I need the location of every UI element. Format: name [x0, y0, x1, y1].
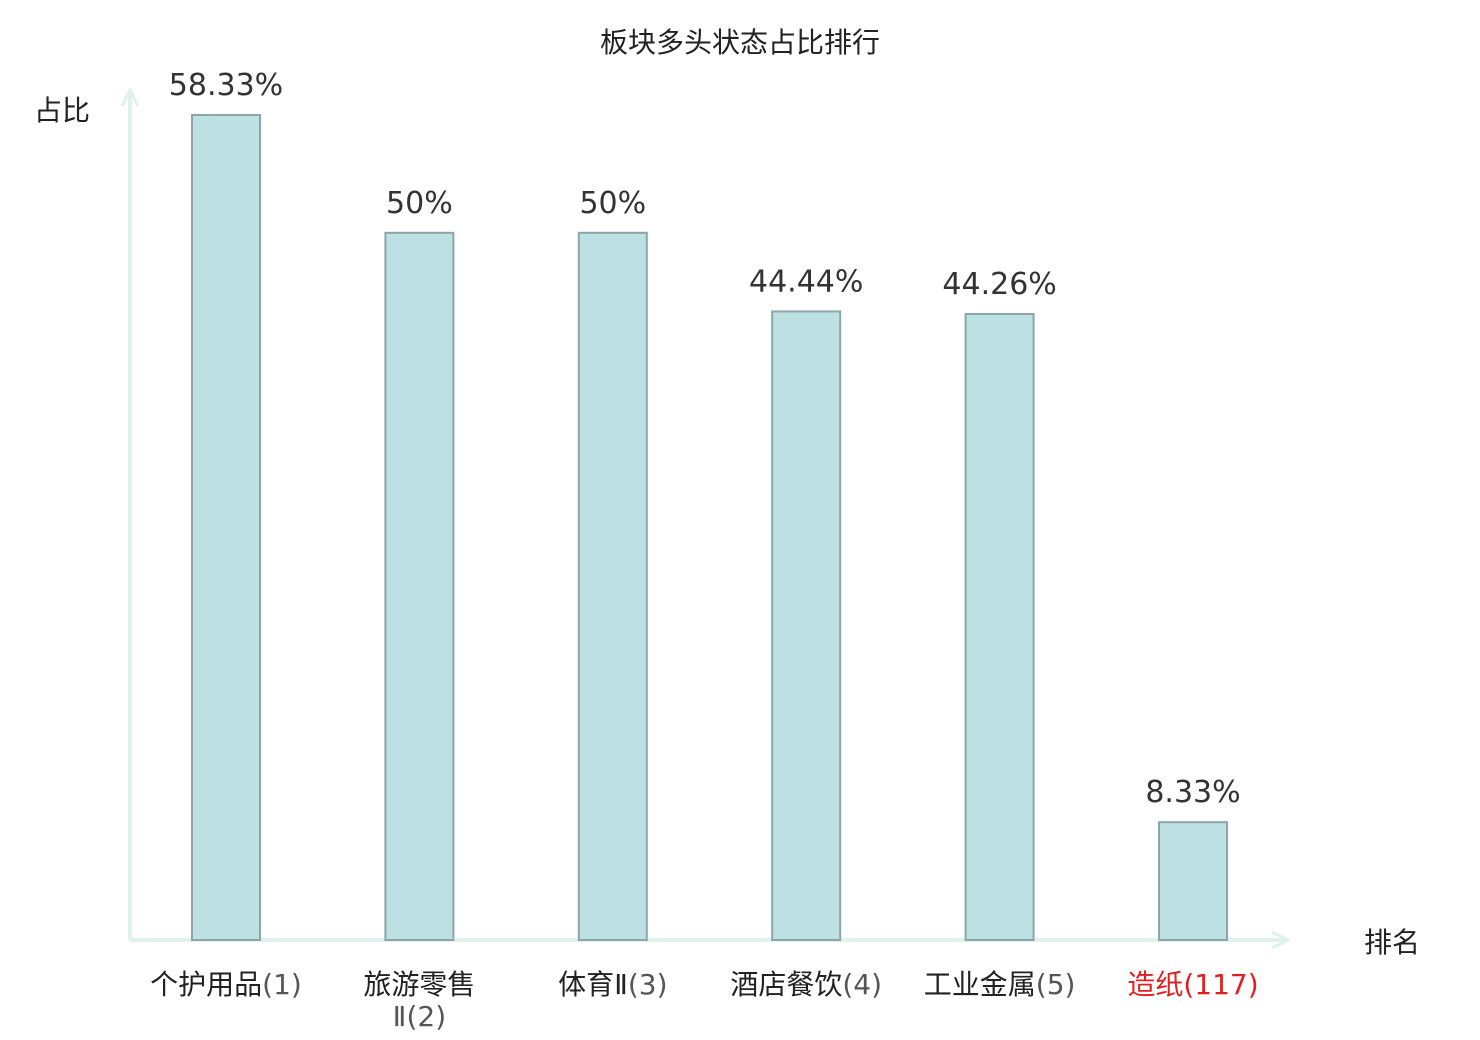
- bars-group: [191, 114, 1228, 942]
- category-name-1: 个护用品: [150, 968, 262, 1001]
- category-name-3: 体育Ⅱ: [558, 968, 628, 1001]
- value-label-3: 50%: [579, 186, 646, 221]
- y-axis-label: 占比: [34, 94, 90, 127]
- bar-6: [1158, 821, 1228, 942]
- bar-2: [384, 231, 455, 942]
- value-label-5: 44.26%: [942, 267, 1056, 302]
- value-label-6: 8.33%: [1145, 775, 1240, 810]
- value-label-4: 44.44%: [749, 264, 863, 299]
- category-label-6: 造纸(117): [1127, 968, 1258, 1001]
- category-name-6: 造纸: [1127, 968, 1183, 1001]
- category-name-2: 旅游零售: [363, 968, 475, 1001]
- category-labels-group: 个护用品(1) 旅游零售 Ⅱ(2) 体育Ⅱ(3) 酒店餐饮(4) 工业金属(5) 造纸(11…: [150, 968, 1259, 1033]
- value-label-1: 58.33%: [169, 68, 283, 103]
- category-name-5: 工业金属: [924, 968, 1036, 1001]
- category-rank-2: (2): [406, 1000, 446, 1033]
- category-rank-5: (5): [1036, 968, 1076, 1001]
- category-label-4: 酒店餐饮(4): [730, 968, 882, 1001]
- category-rank-6: (117): [1183, 968, 1258, 1001]
- chart-title: 板块多头状态占比排行: [600, 26, 880, 59]
- category-rank-3: (3): [628, 968, 668, 1001]
- category-rank-4: (4): [842, 968, 882, 1001]
- bar-5: [964, 313, 1035, 942]
- category-rank-1: (1): [262, 968, 302, 1001]
- bar-1: [191, 114, 261, 941]
- category-label-1: 个护用品(1): [150, 968, 302, 1001]
- bar-3: [577, 231, 648, 942]
- value-label-2: 50%: [386, 186, 453, 221]
- category-label-3: 体育Ⅱ(3): [558, 968, 667, 1001]
- bar-4: [771, 310, 842, 941]
- value-labels-group: 58.33% 50% 50% 44.44% 44.26% 8.33%: [169, 68, 1241, 810]
- category-label-2: 旅游零售 Ⅱ(2): [363, 968, 475, 1033]
- x-axis-label: 排名: [1364, 926, 1420, 959]
- category-name-4: 酒店餐饮: [730, 968, 842, 1001]
- category-label-5: 工业金属(5): [924, 968, 1076, 1001]
- category-name-suffix-2: Ⅱ: [393, 1000, 407, 1033]
